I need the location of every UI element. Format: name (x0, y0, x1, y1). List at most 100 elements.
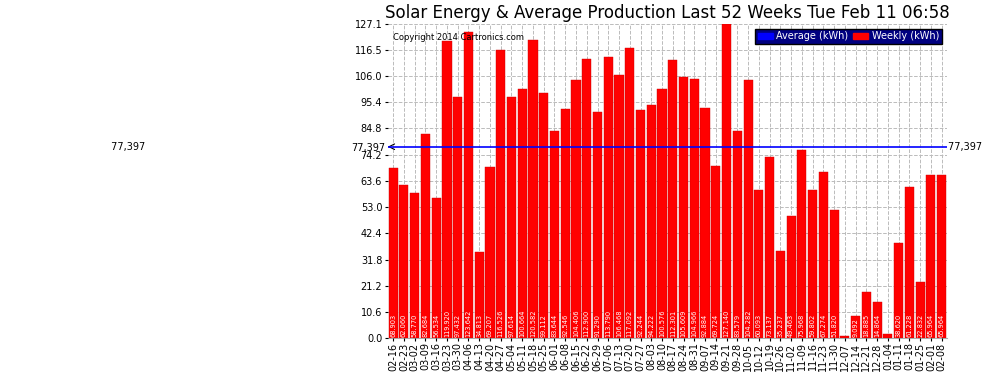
Text: 58.770: 58.770 (412, 314, 418, 337)
Text: 100.664: 100.664 (519, 309, 526, 337)
Text: 113.790: 113.790 (605, 310, 611, 337)
Text: 51.820: 51.820 (832, 314, 838, 337)
Text: 69.207: 69.207 (487, 314, 493, 337)
Text: 82.684: 82.684 (423, 314, 429, 337)
Bar (679, 77, 688, 338)
Bar (905, 187, 914, 338)
Bar (496, 50, 505, 338)
Text: 56.534: 56.534 (434, 314, 440, 337)
Text: 123.642: 123.642 (465, 310, 471, 337)
Text: 83.579: 83.579 (735, 314, 741, 337)
Bar (389, 168, 398, 338)
Bar (927, 175, 936, 338)
Text: 117.092: 117.092 (627, 310, 633, 337)
Bar (722, 24, 732, 338)
Text: 94.222: 94.222 (648, 314, 654, 337)
Text: Copyright 2014 Cartronics.com: Copyright 2014 Cartronics.com (393, 33, 525, 42)
Text: 69.724: 69.724 (713, 314, 719, 337)
Text: 77,397: 77,397 (948, 142, 985, 152)
Text: 60.093: 60.093 (755, 314, 762, 337)
Text: 104.282: 104.282 (745, 309, 751, 337)
Bar (646, 105, 655, 338)
Text: 65.964: 65.964 (928, 314, 934, 337)
Bar (518, 89, 527, 338)
Text: 92.884: 92.884 (702, 314, 708, 337)
Bar (808, 190, 817, 338)
Bar (841, 336, 849, 338)
Text: 97.614: 97.614 (509, 314, 515, 337)
Bar (690, 78, 699, 338)
Bar (549, 131, 559, 338)
Bar (432, 198, 441, 338)
Bar (711, 166, 721, 338)
Text: 61.228: 61.228 (907, 314, 913, 337)
Text: 59.802: 59.802 (810, 314, 816, 337)
Bar (830, 210, 839, 338)
Bar (485, 167, 495, 338)
Bar (636, 110, 645, 338)
Text: 116.526: 116.526 (498, 310, 504, 337)
Text: 127.140: 127.140 (724, 310, 730, 337)
Bar (701, 108, 710, 338)
Bar (938, 175, 946, 338)
Bar (529, 40, 538, 338)
Bar (668, 60, 677, 338)
Bar (507, 97, 516, 338)
Bar (626, 48, 635, 338)
Text: 100.576: 100.576 (659, 309, 665, 337)
Bar (593, 112, 602, 338)
Text: 22.832: 22.832 (917, 314, 923, 337)
Text: 38.620: 38.620 (896, 314, 902, 337)
Bar (540, 93, 548, 338)
Text: 97.432: 97.432 (454, 314, 460, 337)
Bar (560, 109, 570, 338)
Text: 83.644: 83.644 (551, 314, 557, 337)
Bar (786, 216, 796, 338)
Bar (819, 172, 828, 338)
Bar (754, 190, 763, 338)
Text: 120.582: 120.582 (530, 309, 536, 337)
Bar (453, 97, 462, 338)
Text: 92.244: 92.244 (638, 314, 644, 337)
Bar (765, 157, 774, 338)
Text: 67.274: 67.274 (821, 314, 827, 337)
Bar (657, 89, 666, 338)
Title: Solar Energy & Average Production Last 52 Weeks Tue Feb 11 06:58: Solar Energy & Average Production Last 5… (385, 4, 949, 22)
Bar (421, 134, 430, 338)
Text: 62.060: 62.060 (401, 314, 407, 337)
Text: 49.463: 49.463 (788, 314, 794, 337)
Bar (443, 42, 451, 338)
Bar (872, 302, 882, 338)
Bar (916, 282, 925, 338)
Text: 104.966: 104.966 (691, 310, 697, 337)
Text: 99.112: 99.112 (541, 314, 546, 337)
Bar (743, 80, 752, 338)
Bar (615, 75, 624, 338)
Text: 112.301: 112.301 (670, 310, 676, 337)
Bar (797, 150, 807, 338)
Text: 104.406: 104.406 (573, 309, 579, 337)
Text: 92.546: 92.546 (562, 314, 568, 337)
Text: 91.290: 91.290 (595, 314, 601, 337)
Text: 119.920: 119.920 (444, 310, 449, 337)
Text: 14.864: 14.864 (874, 314, 880, 337)
Text: 68.903: 68.903 (390, 314, 396, 337)
Text: 65.964: 65.964 (939, 314, 944, 337)
Bar (399, 185, 409, 338)
Bar (776, 251, 785, 338)
Text: 35.237: 35.237 (777, 314, 783, 337)
Text: 105.609: 105.609 (680, 310, 686, 337)
Bar (851, 316, 860, 338)
Text: 73.137: 73.137 (766, 314, 772, 337)
Legend: Average (kWh), Weekly (kWh): Average (kWh), Weekly (kWh) (755, 28, 942, 44)
Text: 106.468: 106.468 (616, 309, 622, 337)
Text: 34.813: 34.813 (476, 314, 482, 337)
Text: 75.968: 75.968 (799, 314, 805, 337)
Text: 18.885: 18.885 (863, 314, 869, 337)
Bar (862, 291, 871, 338)
Bar (604, 57, 613, 338)
Bar (733, 131, 742, 338)
Text: 77,397: 77,397 (108, 142, 146, 152)
Text: 112.900: 112.900 (584, 310, 590, 337)
Bar (894, 243, 903, 338)
